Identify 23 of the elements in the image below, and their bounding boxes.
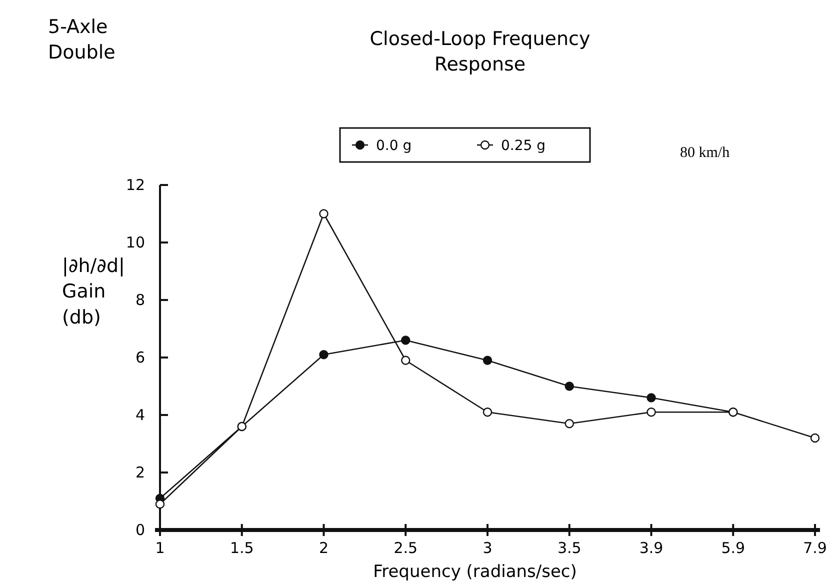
y-tick-label: 10 bbox=[126, 234, 145, 252]
x-tick-label: 2.5 bbox=[394, 539, 418, 557]
x-tick-label: 3.5 bbox=[557, 539, 582, 557]
text: 80 km/h bbox=[680, 145, 730, 161]
y-tick-label: 0 bbox=[135, 521, 145, 539]
y-axis-title: |∂h/∂d| Gain (db) bbox=[62, 255, 125, 328]
x-tick-label: 3 bbox=[482, 539, 492, 557]
text: 5-Axle Double bbox=[48, 16, 116, 64]
y-tick-label: 8 bbox=[135, 291, 145, 309]
x-tick-label: 1 bbox=[155, 539, 165, 557]
y-tick-label: 12 bbox=[126, 176, 145, 194]
y-tick-label: 6 bbox=[135, 348, 145, 366]
x-tick-label: 1.5 bbox=[230, 539, 254, 557]
x-axis-title: Frequency (radians/sec) bbox=[373, 562, 577, 582]
chart-title: Closed-Loop Frequency Response bbox=[370, 28, 590, 76]
y-tick-label: 2 bbox=[135, 464, 145, 482]
x-tick-label: 3.9 bbox=[639, 539, 664, 557]
x-tick-label: 5.9 bbox=[721, 539, 746, 557]
y-tick-label: 4 bbox=[135, 406, 145, 424]
legend-label: 0.0 g bbox=[376, 138, 412, 154]
x-tick-label: 7.9 bbox=[803, 539, 827, 557]
legend-label: 0.25 g bbox=[501, 138, 546, 154]
x-tick-label: 2 bbox=[318, 539, 329, 557]
